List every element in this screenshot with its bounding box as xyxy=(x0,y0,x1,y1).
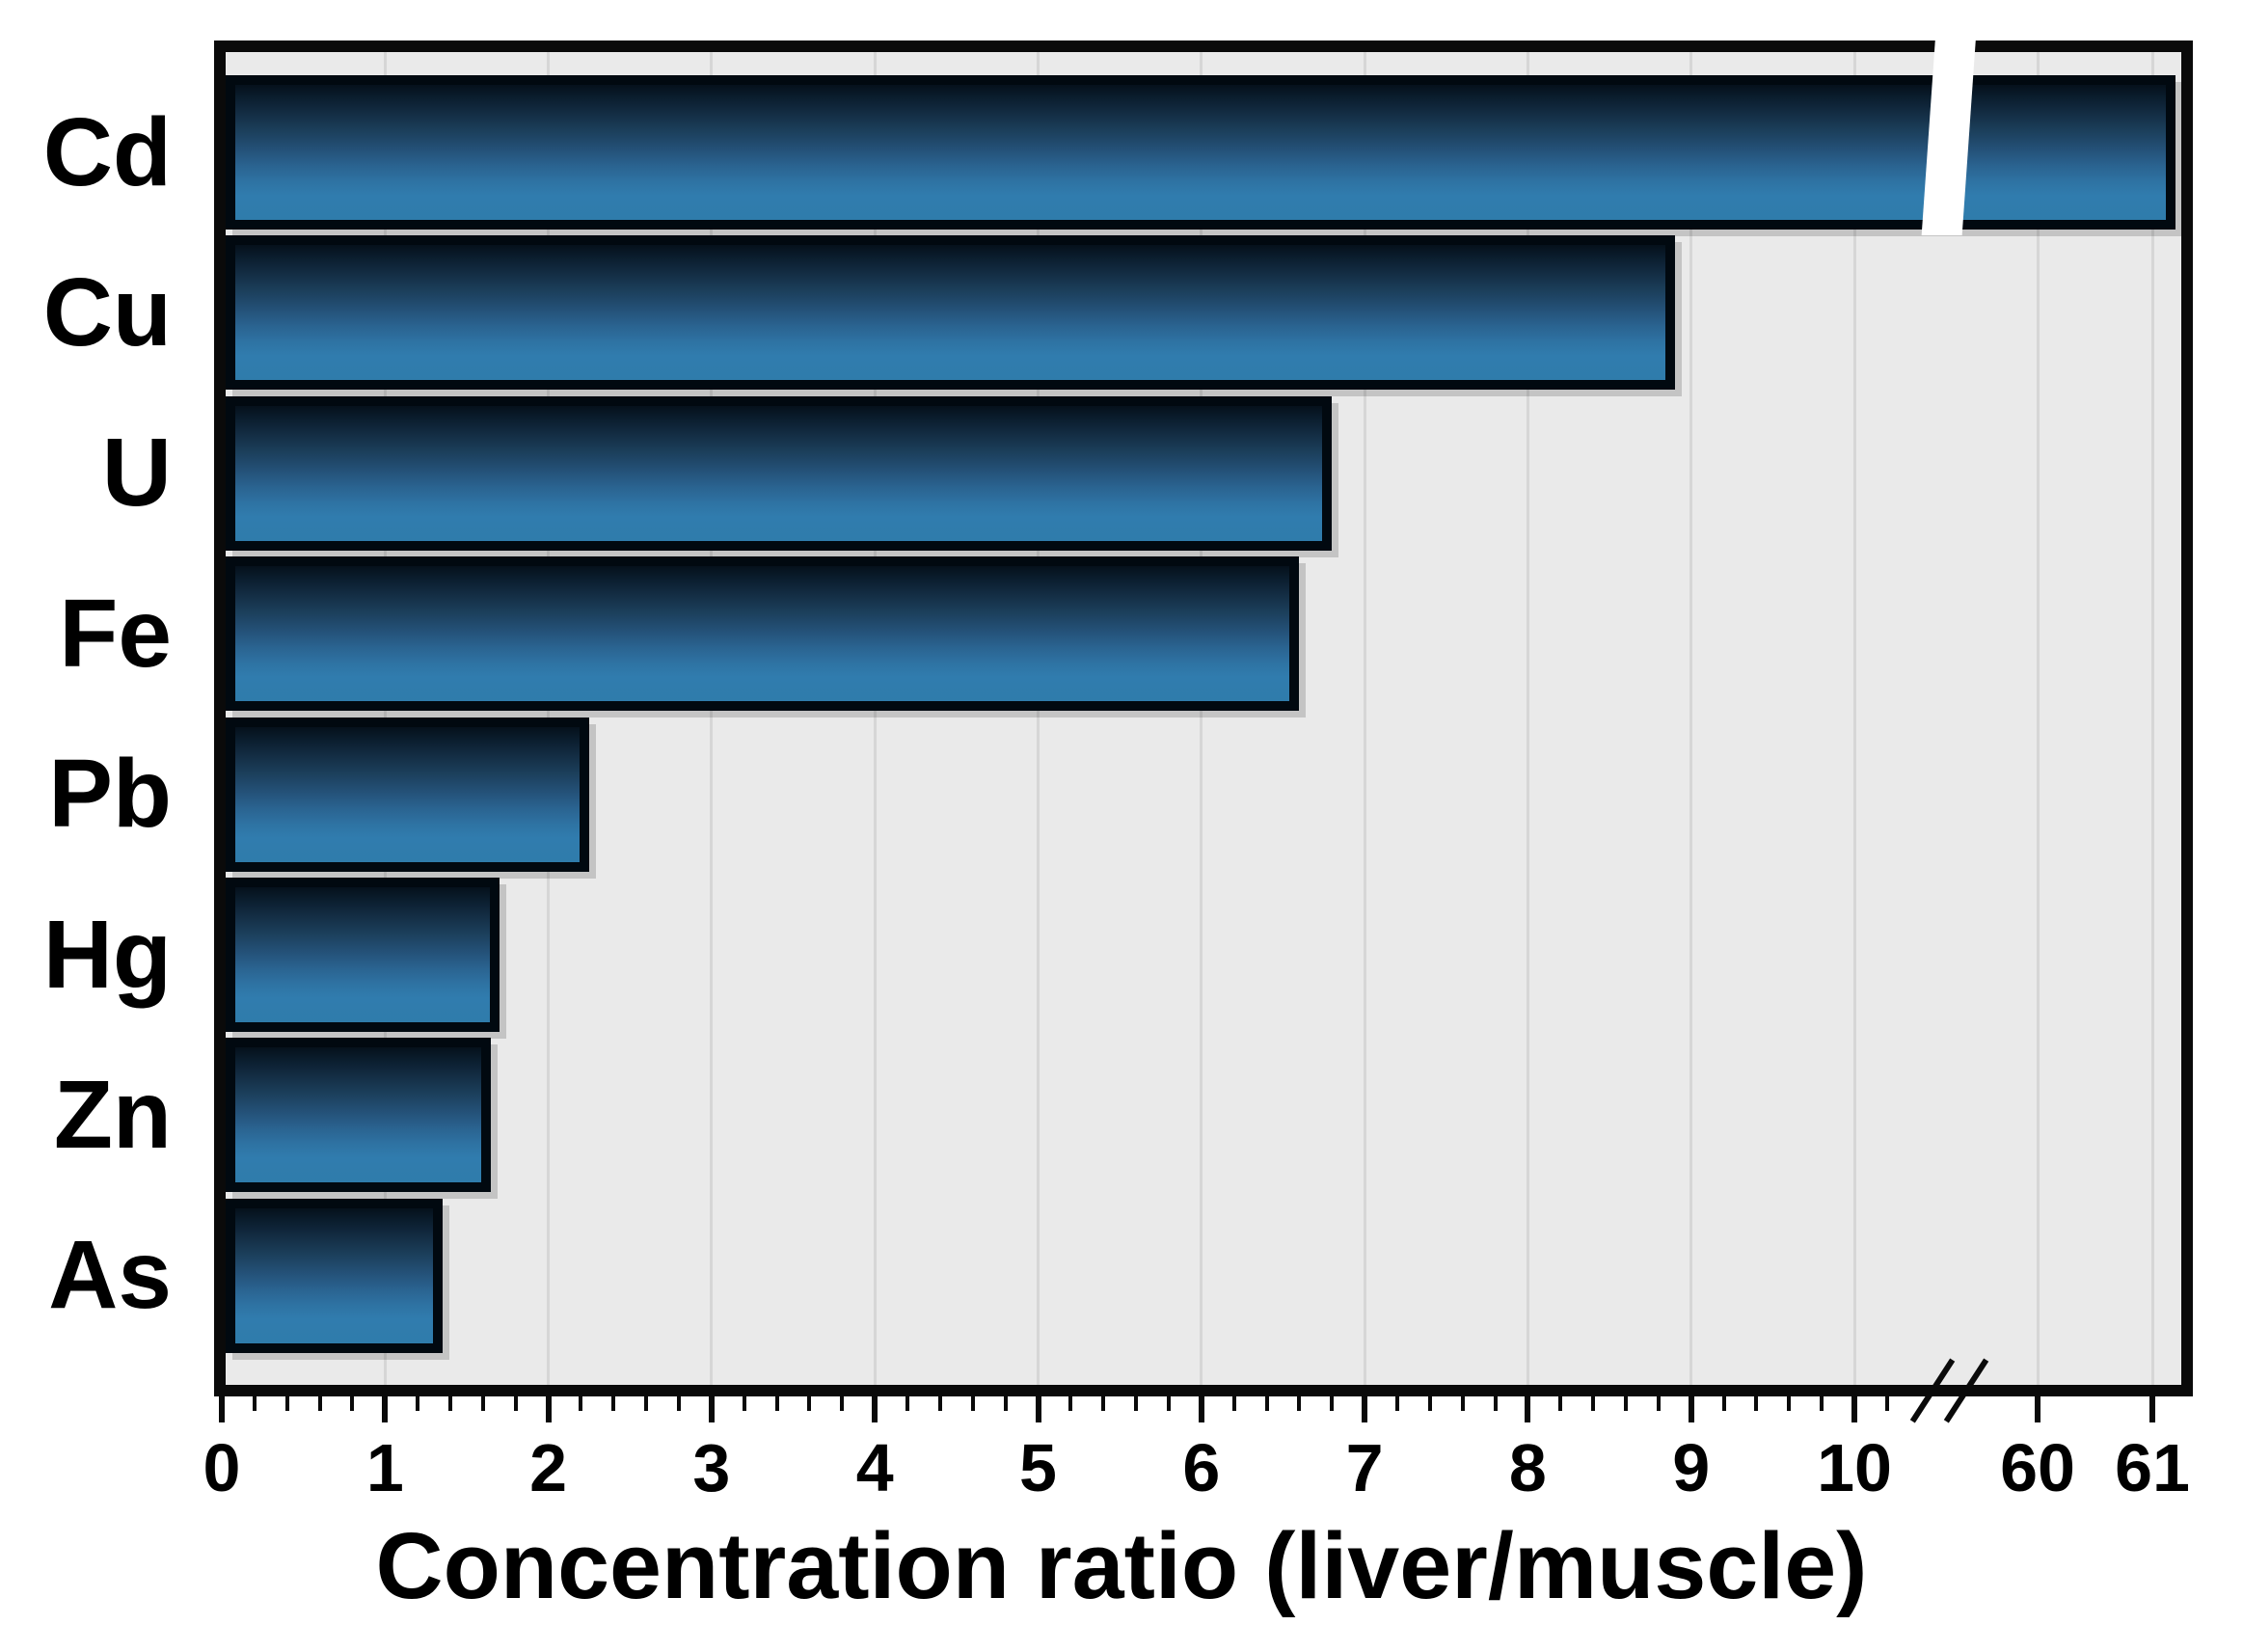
x-axis-minor-tick xyxy=(1493,1395,1498,1411)
x-axis-minor-tick xyxy=(1754,1395,1759,1411)
plot-frame xyxy=(214,41,2193,1396)
x-axis-minor-tick xyxy=(1427,1395,1432,1411)
x-axis-minor-tick xyxy=(1101,1395,1106,1411)
x-axis-major-tick xyxy=(219,1395,225,1422)
x-axis-major-tick xyxy=(708,1395,715,1422)
x-axis-minor-tick xyxy=(677,1395,682,1411)
x-axis-minor-tick xyxy=(1623,1395,1628,1411)
gridline-v xyxy=(1852,52,1856,1387)
gridline-v xyxy=(2036,52,2040,1387)
x-axis-minor-tick xyxy=(1330,1395,1335,1411)
bar-Pb xyxy=(226,717,589,872)
x-axis-minor-tick xyxy=(937,1395,942,1411)
x-axis-minor-tick xyxy=(1134,1395,1139,1411)
x-tick-label: 9 xyxy=(1672,1430,1711,1505)
x-tick-label: 7 xyxy=(1345,1430,1384,1505)
x-tick-label: 3 xyxy=(692,1430,731,1505)
x-axis-major-tick xyxy=(2149,1395,2155,1422)
x-tick-label: 1 xyxy=(365,1430,404,1505)
category-label-As: As xyxy=(48,1221,172,1330)
category-label-Cu: Cu xyxy=(42,257,172,366)
x-axis-minor-tick xyxy=(1460,1395,1465,1411)
x-axis-minor-tick xyxy=(284,1395,289,1411)
x-axis-major-tick xyxy=(382,1395,389,1422)
x-axis-minor-tick xyxy=(350,1395,355,1411)
x-axis-minor-tick xyxy=(644,1395,649,1411)
x-axis-minor-tick xyxy=(1068,1395,1073,1411)
x-tick-label: 4 xyxy=(855,1430,894,1505)
x-axis-minor-tick xyxy=(774,1395,779,1411)
x-axis-title: Concentration ratio (liver/muscle) xyxy=(375,1513,1868,1618)
x-axis-major-tick xyxy=(1198,1395,1204,1422)
x-axis-minor-tick xyxy=(1787,1395,1792,1411)
x-axis-minor-tick xyxy=(1264,1395,1269,1411)
x-axis-minor-tick xyxy=(1656,1395,1661,1411)
category-label-Fe: Fe xyxy=(59,579,172,688)
x-axis-minor-tick xyxy=(807,1395,812,1411)
x-axis-major-tick xyxy=(545,1395,552,1422)
x-axis-minor-tick xyxy=(1884,1395,1889,1411)
x-axis-minor-tick xyxy=(905,1395,910,1411)
bar-Cd xyxy=(226,75,2175,230)
x-axis-minor-tick xyxy=(1820,1395,1824,1411)
x-tick-label: 5 xyxy=(1019,1430,1057,1505)
x-axis-major-tick xyxy=(1525,1395,1531,1422)
x-axis-major-tick xyxy=(872,1395,878,1422)
x-tick-label: 60 xyxy=(2000,1430,2075,1505)
category-label-Zn: Zn xyxy=(53,1060,172,1169)
x-axis-minor-tick xyxy=(317,1395,322,1411)
x-axis-major-tick xyxy=(1688,1395,1694,1422)
x-axis-minor-tick xyxy=(970,1395,975,1411)
category-label-U: U xyxy=(101,419,172,528)
bar-Cu xyxy=(226,235,1675,391)
x-tick-label: 2 xyxy=(529,1430,568,1505)
x-tick-label: 8 xyxy=(1508,1430,1547,1505)
x-tick-label: 6 xyxy=(1182,1430,1221,1505)
gridline-v xyxy=(873,52,877,1387)
x-axis-minor-tick xyxy=(1591,1395,1596,1411)
x-axis-minor-tick xyxy=(611,1395,616,1411)
gridline-v xyxy=(710,52,714,1387)
gridline-v xyxy=(1689,52,1693,1387)
x-axis-major-tick xyxy=(1851,1395,1857,1422)
x-axis-major-tick xyxy=(1035,1395,1041,1422)
x-tick-label: 61 xyxy=(2115,1430,2190,1505)
x-axis-minor-tick xyxy=(742,1395,746,1411)
gridline-v xyxy=(1200,52,1203,1387)
x-axis-minor-tick xyxy=(1003,1395,1008,1411)
bar-U xyxy=(226,395,1333,551)
gridline-v xyxy=(2150,52,2154,1387)
x-axis-minor-tick xyxy=(579,1395,583,1411)
category-label-Hg: Hg xyxy=(42,900,172,1009)
bar-Zn xyxy=(226,1038,492,1193)
x-tick-label: 0 xyxy=(203,1430,241,1505)
x-axis-major-tick xyxy=(1362,1395,1368,1422)
category-label-Pb: Pb xyxy=(48,740,172,849)
x-axis-minor-tick xyxy=(1297,1395,1302,1411)
x-axis-minor-tick xyxy=(840,1395,845,1411)
x-tick-label: 10 xyxy=(1817,1430,1892,1505)
gridline-v xyxy=(1526,52,1529,1387)
x-axis-minor-tick xyxy=(1231,1395,1236,1411)
gridline-v xyxy=(1363,52,1366,1387)
gridline-v xyxy=(1037,52,1040,1387)
x-axis-minor-tick xyxy=(513,1395,518,1411)
x-axis-minor-tick xyxy=(1558,1395,1563,1411)
bar-Fe xyxy=(226,556,1300,712)
category-label-Cd: Cd xyxy=(42,97,172,206)
x-axis-major-tick xyxy=(2035,1395,2040,1422)
x-axis-minor-tick xyxy=(1166,1395,1171,1411)
x-axis-minor-tick xyxy=(448,1395,453,1411)
bar-As xyxy=(226,1198,443,1353)
bar-Hg xyxy=(226,878,500,1032)
x-axis-minor-tick xyxy=(1394,1395,1399,1411)
x-axis-minor-tick xyxy=(480,1395,485,1411)
x-axis-minor-tick xyxy=(416,1395,420,1411)
x-axis-minor-tick xyxy=(1721,1395,1726,1411)
x-axis-minor-tick xyxy=(252,1395,257,1411)
